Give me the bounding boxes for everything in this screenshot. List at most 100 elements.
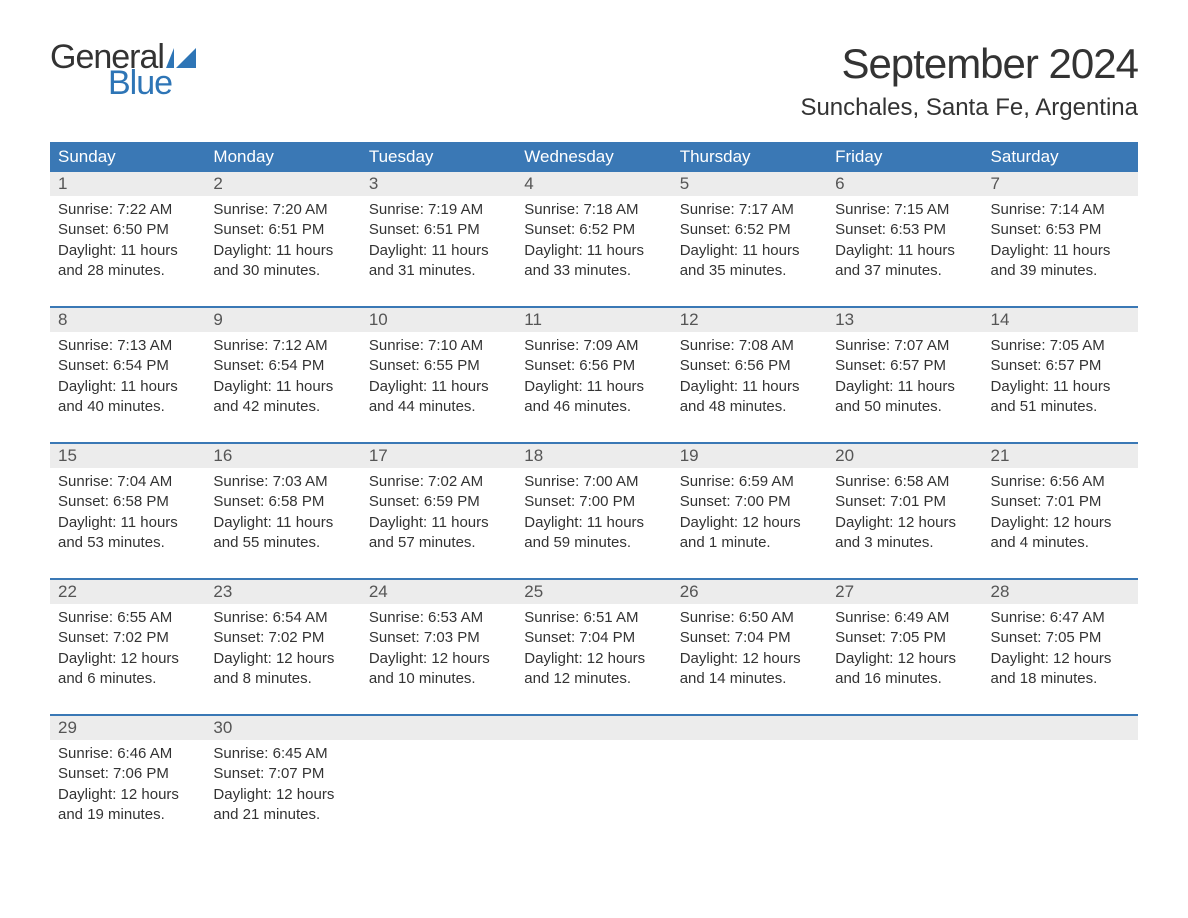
sunset-text: Sunset: 6:59 PM bbox=[369, 492, 508, 512]
daylight-text: Daylight: 12 hours and 14 minutes. bbox=[680, 649, 819, 690]
day-number: 6 bbox=[827, 172, 982, 196]
day-number: 27 bbox=[827, 580, 982, 604]
day-number: 17 bbox=[361, 444, 516, 468]
day-content: Sunrise: 6:45 AMSunset: 7:07 PMDaylight:… bbox=[205, 740, 360, 833]
sunrise-text: Sunrise: 6:55 AM bbox=[58, 608, 197, 628]
sunrise-text: Sunrise: 7:22 AM bbox=[58, 200, 197, 220]
logo-text-blue: Blue bbox=[108, 66, 196, 100]
sunset-text: Sunset: 7:01 PM bbox=[991, 492, 1130, 512]
daylight-text: Daylight: 11 hours and 30 minutes. bbox=[213, 241, 352, 282]
page-header: General Blue September 2024 Sunchales, S… bbox=[50, 40, 1138, 122]
day-content: Sunrise: 7:13 AMSunset: 6:54 PMDaylight:… bbox=[50, 332, 205, 425]
calendar-day: 10Sunrise: 7:10 AMSunset: 6:55 PMDayligh… bbox=[361, 308, 516, 430]
sunset-text: Sunset: 7:06 PM bbox=[58, 764, 197, 784]
day-number: 24 bbox=[361, 580, 516, 604]
daylight-text: Daylight: 12 hours and 16 minutes. bbox=[835, 649, 974, 690]
day-number: 7 bbox=[983, 172, 1138, 196]
calendar-week: 15Sunrise: 7:04 AMSunset: 6:58 PMDayligh… bbox=[50, 442, 1138, 566]
calendar: Sunday Monday Tuesday Wednesday Thursday… bbox=[50, 142, 1138, 838]
day-number bbox=[516, 716, 671, 740]
day-number: 19 bbox=[672, 444, 827, 468]
day-number: 9 bbox=[205, 308, 360, 332]
day-content: Sunrise: 7:22 AMSunset: 6:50 PMDaylight:… bbox=[50, 196, 205, 289]
day-content: Sunrise: 7:19 AMSunset: 6:51 PMDaylight:… bbox=[361, 196, 516, 289]
sunset-text: Sunset: 7:02 PM bbox=[213, 628, 352, 648]
day-number: 13 bbox=[827, 308, 982, 332]
calendar-day: 22Sunrise: 6:55 AMSunset: 7:02 PMDayligh… bbox=[50, 580, 205, 702]
day-content: Sunrise: 7:02 AMSunset: 6:59 PMDaylight:… bbox=[361, 468, 516, 561]
location-subtitle: Sunchales, Santa Fe, Argentina bbox=[800, 94, 1138, 122]
day-number: 8 bbox=[50, 308, 205, 332]
month-title: September 2024 bbox=[800, 40, 1138, 88]
day-number: 4 bbox=[516, 172, 671, 196]
calendar-header-row: Sunday Monday Tuesday Wednesday Thursday… bbox=[50, 142, 1138, 172]
sunset-text: Sunset: 7:01 PM bbox=[835, 492, 974, 512]
sunset-text: Sunset: 6:52 PM bbox=[680, 220, 819, 240]
calendar-day: 16Sunrise: 7:03 AMSunset: 6:58 PMDayligh… bbox=[205, 444, 360, 566]
sunrise-text: Sunrise: 6:47 AM bbox=[991, 608, 1130, 628]
sunset-text: Sunset: 6:57 PM bbox=[991, 356, 1130, 376]
day-number: 29 bbox=[50, 716, 205, 740]
sunrise-text: Sunrise: 6:53 AM bbox=[369, 608, 508, 628]
daylight-text: Daylight: 11 hours and 57 minutes. bbox=[369, 513, 508, 554]
day-label-saturday: Saturday bbox=[983, 142, 1138, 172]
sunrise-text: Sunrise: 7:00 AM bbox=[524, 472, 663, 492]
sunset-text: Sunset: 7:00 PM bbox=[524, 492, 663, 512]
sunrise-text: Sunrise: 6:54 AM bbox=[213, 608, 352, 628]
calendar-day bbox=[361, 716, 516, 838]
title-block: September 2024 Sunchales, Santa Fe, Arge… bbox=[800, 40, 1138, 122]
sunrise-text: Sunrise: 7:02 AM bbox=[369, 472, 508, 492]
sunset-text: Sunset: 6:58 PM bbox=[58, 492, 197, 512]
calendar-day: 2Sunrise: 7:20 AMSunset: 6:51 PMDaylight… bbox=[205, 172, 360, 294]
day-content: Sunrise: 7:18 AMSunset: 6:52 PMDaylight:… bbox=[516, 196, 671, 289]
sunrise-text: Sunrise: 7:05 AM bbox=[991, 336, 1130, 356]
day-number: 18 bbox=[516, 444, 671, 468]
sunrise-text: Sunrise: 7:14 AM bbox=[991, 200, 1130, 220]
calendar-day: 8Sunrise: 7:13 AMSunset: 6:54 PMDaylight… bbox=[50, 308, 205, 430]
day-number: 10 bbox=[361, 308, 516, 332]
calendar-day: 21Sunrise: 6:56 AMSunset: 7:01 PMDayligh… bbox=[983, 444, 1138, 566]
day-content: Sunrise: 6:53 AMSunset: 7:03 PMDaylight:… bbox=[361, 604, 516, 697]
calendar-day bbox=[516, 716, 671, 838]
sunset-text: Sunset: 7:02 PM bbox=[58, 628, 197, 648]
sunset-text: Sunset: 7:05 PM bbox=[835, 628, 974, 648]
sunrise-text: Sunrise: 6:46 AM bbox=[58, 744, 197, 764]
sunset-text: Sunset: 7:03 PM bbox=[369, 628, 508, 648]
day-content: Sunrise: 7:04 AMSunset: 6:58 PMDaylight:… bbox=[50, 468, 205, 561]
calendar-day: 1Sunrise: 7:22 AMSunset: 6:50 PMDaylight… bbox=[50, 172, 205, 294]
day-content: Sunrise: 7:07 AMSunset: 6:57 PMDaylight:… bbox=[827, 332, 982, 425]
daylight-text: Daylight: 11 hours and 31 minutes. bbox=[369, 241, 508, 282]
day-content: Sunrise: 6:56 AMSunset: 7:01 PMDaylight:… bbox=[983, 468, 1138, 561]
sunset-text: Sunset: 7:07 PM bbox=[213, 764, 352, 784]
sunrise-text: Sunrise: 6:51 AM bbox=[524, 608, 663, 628]
day-number bbox=[983, 716, 1138, 740]
day-number bbox=[672, 716, 827, 740]
day-content: Sunrise: 7:03 AMSunset: 6:58 PMDaylight:… bbox=[205, 468, 360, 561]
day-content: Sunrise: 7:00 AMSunset: 7:00 PMDaylight:… bbox=[516, 468, 671, 561]
day-content: Sunrise: 7:05 AMSunset: 6:57 PMDaylight:… bbox=[983, 332, 1138, 425]
day-number: 16 bbox=[205, 444, 360, 468]
calendar-day: 25Sunrise: 6:51 AMSunset: 7:04 PMDayligh… bbox=[516, 580, 671, 702]
calendar-day: 9Sunrise: 7:12 AMSunset: 6:54 PMDaylight… bbox=[205, 308, 360, 430]
daylight-text: Daylight: 11 hours and 28 minutes. bbox=[58, 241, 197, 282]
calendar-day: 30Sunrise: 6:45 AMSunset: 7:07 PMDayligh… bbox=[205, 716, 360, 838]
day-content: Sunrise: 6:47 AMSunset: 7:05 PMDaylight:… bbox=[983, 604, 1138, 697]
day-label-friday: Friday bbox=[827, 142, 982, 172]
calendar-day: 24Sunrise: 6:53 AMSunset: 7:03 PMDayligh… bbox=[361, 580, 516, 702]
sunrise-text: Sunrise: 6:59 AM bbox=[680, 472, 819, 492]
calendar-day: 13Sunrise: 7:07 AMSunset: 6:57 PMDayligh… bbox=[827, 308, 982, 430]
day-number: 23 bbox=[205, 580, 360, 604]
calendar-day: 23Sunrise: 6:54 AMSunset: 7:02 PMDayligh… bbox=[205, 580, 360, 702]
day-label-wednesday: Wednesday bbox=[516, 142, 671, 172]
calendar-day bbox=[827, 716, 982, 838]
day-content: Sunrise: 7:20 AMSunset: 6:51 PMDaylight:… bbox=[205, 196, 360, 289]
sunrise-text: Sunrise: 7:03 AM bbox=[213, 472, 352, 492]
sunrise-text: Sunrise: 7:12 AM bbox=[213, 336, 352, 356]
day-content: Sunrise: 6:59 AMSunset: 7:00 PMDaylight:… bbox=[672, 468, 827, 561]
sunset-text: Sunset: 6:53 PM bbox=[835, 220, 974, 240]
sunset-text: Sunset: 7:00 PM bbox=[680, 492, 819, 512]
day-number: 21 bbox=[983, 444, 1138, 468]
daylight-text: Daylight: 12 hours and 4 minutes. bbox=[991, 513, 1130, 554]
daylight-text: Daylight: 12 hours and 12 minutes. bbox=[524, 649, 663, 690]
daylight-text: Daylight: 11 hours and 48 minutes. bbox=[680, 377, 819, 418]
